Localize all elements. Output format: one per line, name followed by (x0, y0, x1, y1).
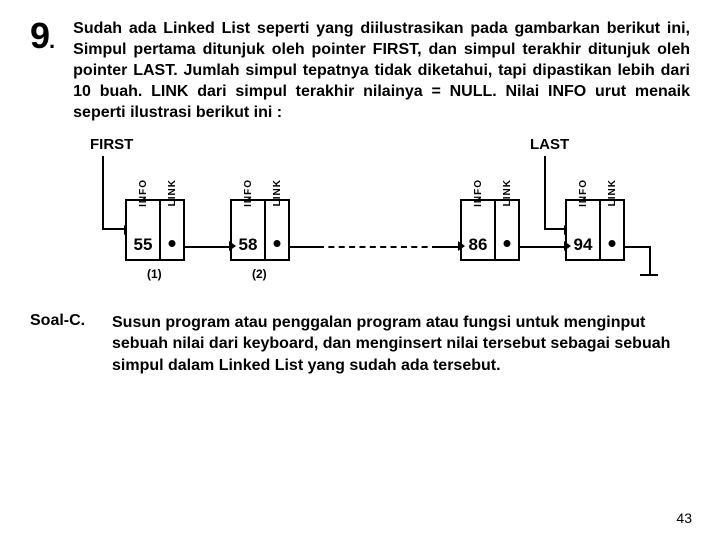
link-dot (504, 240, 511, 247)
link-dot (609, 240, 616, 247)
node-index-1: (1) (147, 267, 162, 281)
qnum-dot: . (49, 28, 55, 53)
link-arrow-1 (185, 246, 231, 248)
info-label: INFO (243, 179, 254, 207)
qnum-digit: 9 (30, 15, 49, 56)
info-value: 58 (232, 235, 264, 255)
info-value: 86 (462, 235, 494, 255)
info-cell: INFO94 (565, 199, 601, 261)
node-1: INFO55LINK (125, 199, 187, 261)
soal-text: Susun program atau penggalan program ata… (112, 312, 690, 377)
null-link-h (625, 246, 649, 248)
link-cell: LINK (159, 199, 185, 261)
link-label: LINK (272, 179, 283, 206)
link-arrow-3a (438, 246, 460, 248)
link-arrow-2 (290, 246, 318, 248)
node-2: INFO58LINK (230, 199, 292, 261)
link-arrow-3 (520, 246, 566, 248)
node-4: INFO94LINK (565, 199, 627, 261)
info-cell: INFO86 (460, 199, 496, 261)
link-label: LINK (167, 179, 178, 206)
question-number: 9. (30, 18, 55, 54)
link-label: LINK (607, 179, 618, 206)
node-3: INFO86LINK (460, 199, 522, 261)
link-arrowhead-3a (458, 241, 465, 251)
link-dash (318, 246, 438, 248)
info-label: INFO (473, 179, 484, 207)
null-ground (640, 274, 658, 276)
last-label: LAST (530, 136, 569, 153)
page-number: 43 (676, 510, 692, 526)
last-pointer-arrow (544, 156, 566, 230)
info-value: 94 (567, 235, 599, 255)
first-label: FIRST (90, 136, 133, 153)
question-text: Sudah ada Linked List seperti yang diilu… (73, 18, 690, 124)
info-value: 55 (127, 235, 159, 255)
soal-label: Soal-C. (30, 312, 90, 377)
link-dot (169, 240, 176, 247)
first-pointer-arrow (102, 156, 126, 230)
info-cell: INFO55 (125, 199, 161, 261)
link-label: LINK (502, 179, 513, 206)
link-cell: LINK (599, 199, 625, 261)
info-label: INFO (578, 179, 589, 207)
link-dot (274, 240, 281, 247)
link-arrowhead-1 (229, 241, 236, 251)
link-cell: LINK (264, 199, 290, 261)
link-cell: LINK (494, 199, 520, 261)
linked-list-diagram: FIRST LAST INFO55LINKINFO58LINKINFO86LIN… (40, 134, 700, 304)
info-cell: INFO58 (230, 199, 266, 261)
link-arrowhead-3 (564, 241, 571, 251)
info-label: INFO (138, 179, 149, 207)
node-index-2: (2) (252, 267, 267, 281)
null-link-v (649, 246, 651, 274)
